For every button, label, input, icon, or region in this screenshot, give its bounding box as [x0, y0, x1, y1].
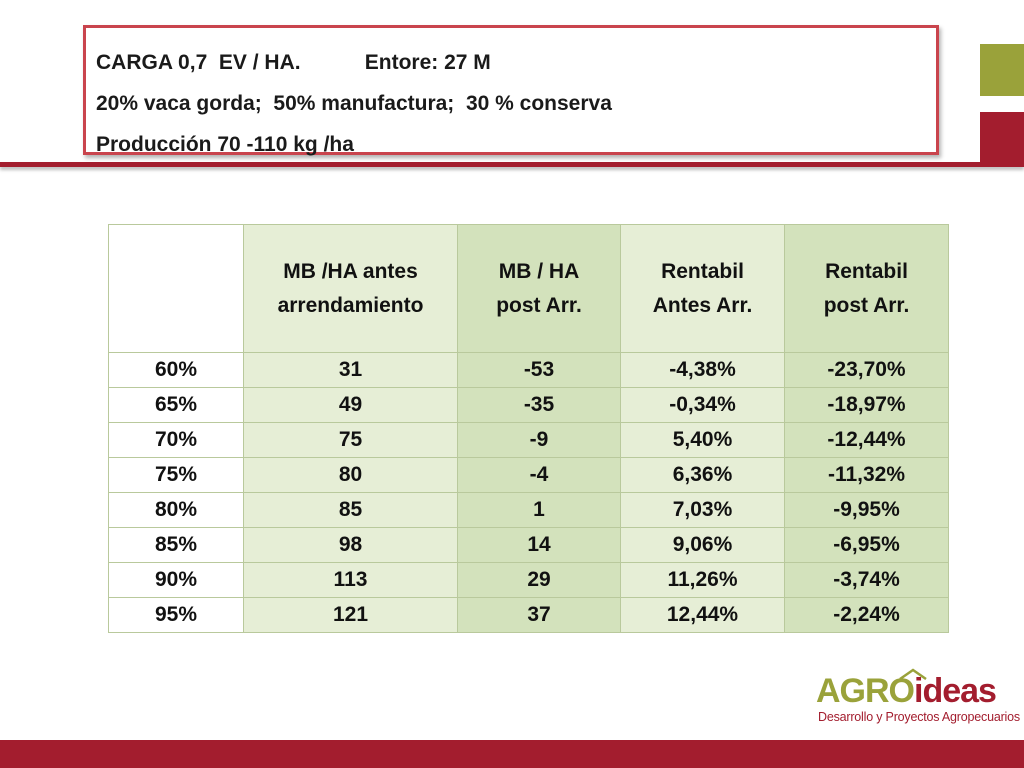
title-box: CARGA 0,7 EV / HA. Entore: 27 M 20% vaca…: [83, 25, 939, 156]
logo-roof-icon: [899, 668, 927, 680]
table-cell: -4: [457, 457, 621, 493]
header-cell-empty: [108, 224, 244, 353]
table-cell: 31: [243, 352, 458, 388]
table-cell: -6,95%: [784, 527, 949, 563]
table-row: 95% 121 37 12,44% -2,24%: [108, 597, 949, 633]
table-cell: 80: [243, 457, 458, 493]
row-label-cell: 85%: [108, 527, 244, 563]
agroideas-logo: AGROideas Desarrollo y Proyectos Agropec…: [816, 668, 1020, 728]
logo-name: AGROideas: [816, 672, 997, 710]
table-row: 85% 98 14 9,06% -6,95%: [108, 527, 949, 563]
table-row: 70% 75 -9 5,40% -12,44%: [108, 422, 949, 458]
table-cell: 11,26%: [620, 562, 785, 598]
table-header-row: MB /HA antes arrendamiento MB / HA post …: [108, 224, 949, 353]
table-row: 75% 80 -4 6,36% -11,32%: [108, 457, 949, 493]
table-cell: 37: [457, 597, 621, 633]
table-cell: 75: [243, 422, 458, 458]
table-row: 60% 31 -53 -4,38% -23,70%: [108, 352, 949, 388]
row-label-cell: 90%: [108, 562, 244, 598]
decor-square-olive: [980, 44, 1024, 96]
table-body: 60% 31 -53 -4,38% -23,70% 65% 49 -35 -0,34% -18,9…: [108, 352, 949, 633]
table-cell: -35: [457, 387, 621, 423]
logo-tagline: Desarrollo y Proyectos Agropecuarios: [818, 710, 1020, 724]
title-line-3: Producción 70 -110 kg /ha: [96, 133, 354, 156]
table-cell: -4,38%: [620, 352, 785, 388]
table-cell: 6,36%: [620, 457, 785, 493]
table-cell: -23,70%: [784, 352, 949, 388]
row-label-cell: 95%: [108, 597, 244, 633]
table-cell: 98: [243, 527, 458, 563]
table-cell: -0,34%: [620, 387, 785, 423]
header-cell-rentabil-post: Rentabil post Arr.: [784, 224, 949, 353]
decor-square-red: [980, 112, 1024, 164]
table-cell: -12,44%: [784, 422, 949, 458]
table-cell: 29: [457, 562, 621, 598]
table-cell: 49: [243, 387, 458, 423]
row-label-cell: 80%: [108, 492, 244, 528]
table-row: 65% 49 -35 -0,34% -18,97%: [108, 387, 949, 423]
header-cell-mb-post: MB / HA post Arr.: [457, 224, 621, 353]
table-cell: 12,44%: [620, 597, 785, 633]
table-row: 80% 85 1 7,03% -9,95%: [108, 492, 949, 528]
table-cell: -53: [457, 352, 621, 388]
table-cell: -9: [457, 422, 621, 458]
table-cell: -2,24%: [784, 597, 949, 633]
row-label-cell: 65%: [108, 387, 244, 423]
data-table: MB /HA antes arrendamiento MB / HA post …: [108, 224, 949, 633]
table-cell: 121: [243, 597, 458, 633]
header-cell-mb-antes: MB /HA antes arrendamiento: [243, 224, 458, 353]
table-cell: -18,97%: [784, 387, 949, 423]
table-row: 90% 113 29 11,26% -3,74%: [108, 562, 949, 598]
row-label-cell: 60%: [108, 352, 244, 388]
header-cell-rentabil-antes: Rentabil Antes Arr.: [620, 224, 785, 353]
table-cell: 7,03%: [620, 492, 785, 528]
table-cell: 85: [243, 492, 458, 528]
table-cell: -11,32%: [784, 457, 949, 493]
footer-bar: [0, 740, 1024, 768]
table-cell: 5,40%: [620, 422, 785, 458]
table-cell: 113: [243, 562, 458, 598]
title-line-1: CARGA 0,7 EV / HA. Entore: 27 M: [96, 51, 491, 74]
header-divider: [0, 162, 1024, 167]
title-line-2: 20% vaca gorda; 50% manufactura; 30 % co…: [96, 92, 612, 115]
row-label-cell: 75%: [108, 457, 244, 493]
table-cell: 1: [457, 492, 621, 528]
table-cell: -3,74%: [784, 562, 949, 598]
table-cell: -9,95%: [784, 492, 949, 528]
row-label-cell: 70%: [108, 422, 244, 458]
table-cell: 9,06%: [620, 527, 785, 563]
table-cell: 14: [457, 527, 621, 563]
